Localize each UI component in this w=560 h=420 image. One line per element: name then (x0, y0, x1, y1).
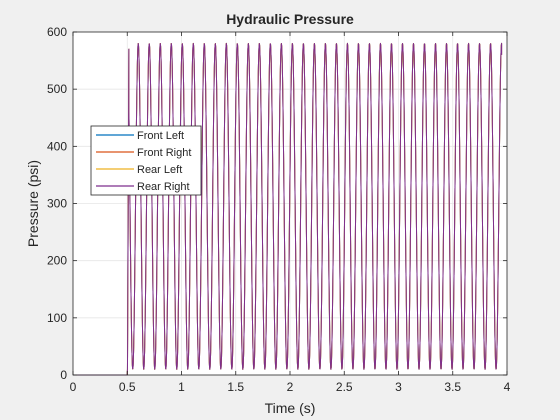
x-tick-label: 2.5 (336, 380, 353, 394)
legend: Front Left Front Right Rear Left Rear Right (90, 125, 202, 196)
x-tick-label: 0.5 (119, 380, 136, 394)
legend-label: Front Right (137, 147, 191, 159)
y-tick-label: 200 (47, 254, 67, 268)
legend-label: Front Left (137, 130, 184, 142)
y-tick-label: 400 (47, 139, 67, 153)
series-line-rear-right (73, 42, 503, 376)
y-tick-label: 0 (60, 368, 67, 382)
chart-title: Hydraulic Pressure (226, 11, 354, 27)
x-axis-label: Time (s) (265, 400, 316, 416)
legend-label: Rear Left (137, 164, 182, 176)
x-tick-label: 2 (287, 380, 294, 394)
y-tick-label: 300 (47, 197, 67, 211)
x-tick-label: 4 (504, 380, 511, 394)
x-tick-label: 3 (395, 380, 402, 394)
legend-label: Rear Right (137, 181, 190, 193)
x-tick-label: 0 (70, 380, 77, 394)
y-tick-label: 600 (47, 25, 67, 39)
x-tick-label: 3.5 (444, 380, 461, 394)
x-tick-label: 1 (178, 380, 185, 394)
series-layer (73, 42, 503, 376)
ticks: 0 0.5 1 1.5 2 2.5 3 3.5 4 0 100 200 300 400 500 600 (47, 25, 511, 394)
y-tick-label: 100 (47, 311, 67, 325)
y-axis-label: Pressure (psi) (25, 160, 41, 247)
legend-box (90, 125, 202, 196)
y-tick-label: 500 (47, 82, 67, 96)
x-tick-label: 1.5 (227, 380, 244, 394)
